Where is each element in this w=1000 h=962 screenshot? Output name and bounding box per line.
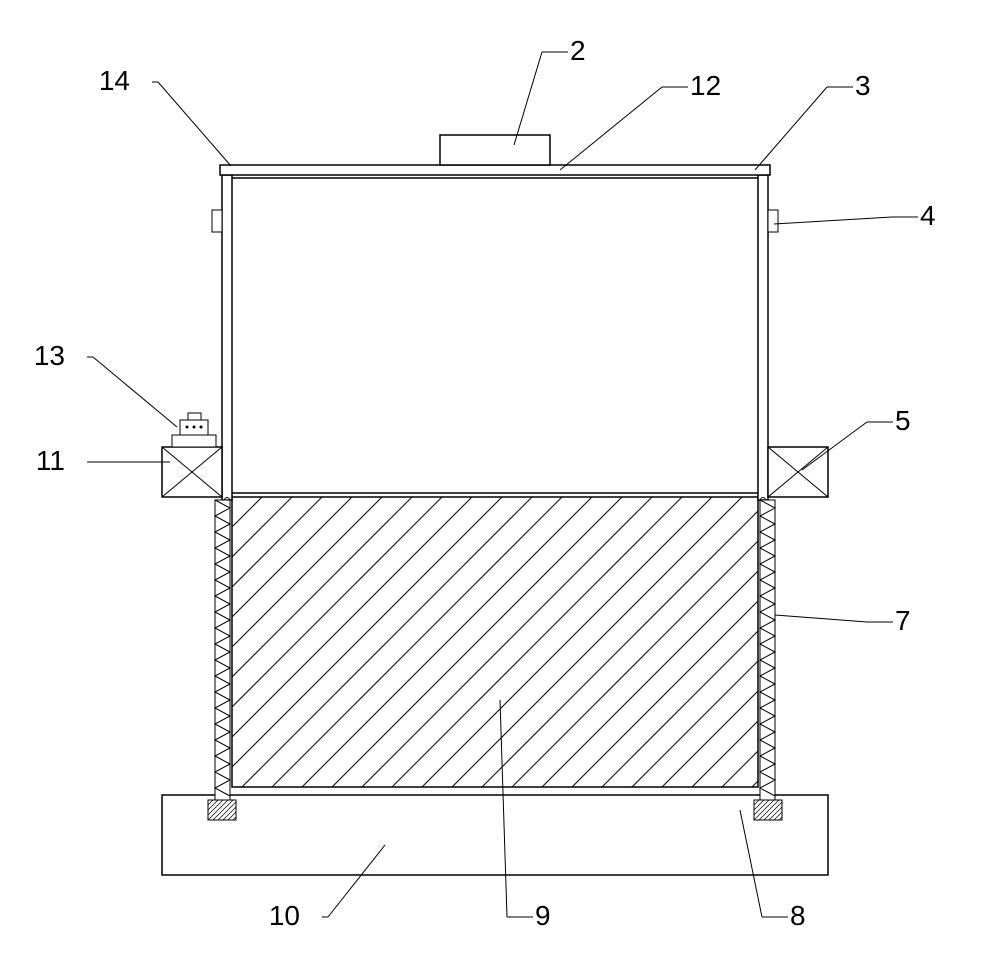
callout-label: 12	[690, 70, 721, 101]
callout-label: 8	[790, 900, 806, 931]
callout-label: 3	[855, 70, 871, 101]
callout-label: 14	[99, 65, 130, 96]
callout-label: 4	[920, 200, 936, 231]
callout-label: 13	[34, 340, 65, 371]
callout-label: 5	[895, 405, 911, 436]
callout-label: 9	[535, 900, 551, 931]
callout-label: 10	[269, 900, 300, 931]
callout-label: 7	[895, 605, 911, 636]
callout-label: 11	[36, 445, 65, 476]
technical-diagram: 14 2 12 3 4 13 5 11 7 10 9 8	[0, 0, 1000, 962]
callout-label: 2	[570, 35, 586, 66]
